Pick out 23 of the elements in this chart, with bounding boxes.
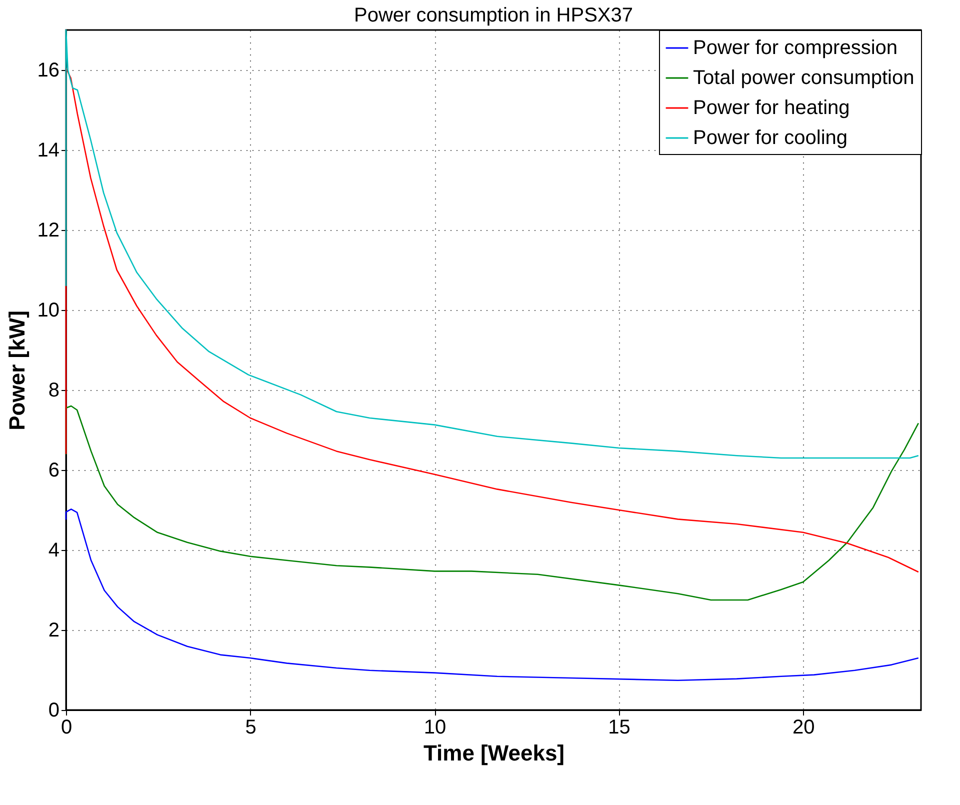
legend-label: Power for cooling: [693, 127, 848, 149]
line-series: [65, 405, 920, 601]
y-tick-label: 2: [48, 620, 60, 642]
y-tick-label: 0: [48, 700, 60, 722]
chart-title: Power consumption in HPSX37: [354, 4, 634, 26]
y-tick-label: 14: [37, 140, 60, 162]
y-tick-label: 16: [37, 60, 60, 82]
y-tick-label: 10: [37, 300, 60, 322]
legend-label: Power for compression: [693, 37, 898, 59]
y-tick-label: 4: [48, 540, 60, 562]
legend-label: Total power consumption: [693, 67, 914, 89]
x-axis-title: Time [Weeks]: [423, 740, 565, 766]
x-tick-label: 15: [608, 716, 630, 738]
x-tick-label: 10: [424, 716, 446, 738]
line-series: [65, 29, 920, 459]
y-tick-label: 6: [48, 460, 60, 482]
y-tick-label: 8: [48, 380, 60, 402]
x-tick-label: 20: [792, 716, 815, 738]
legend-label: Power for heating: [693, 97, 850, 119]
x-tick-label: 5: [245, 716, 256, 738]
line-series: [65, 508, 920, 682]
y-axis-title: Power [kW]: [4, 310, 30, 430]
y-tick-label: 12: [37, 220, 60, 242]
